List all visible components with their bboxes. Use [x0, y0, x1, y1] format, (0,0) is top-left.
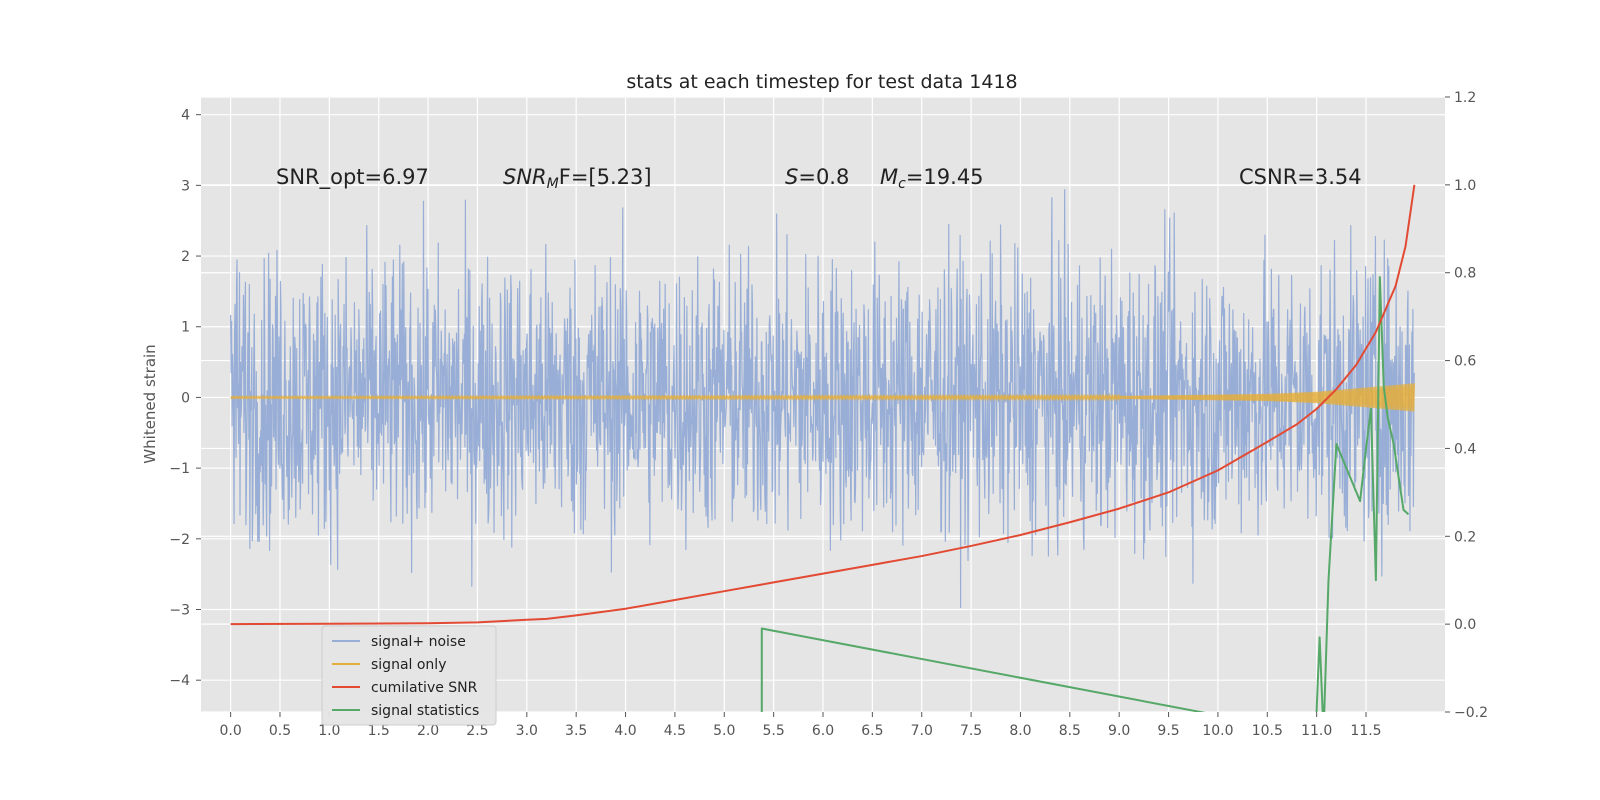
annotation-chirp-mass: Mc=19.45	[880, 165, 984, 192]
x-tick-label: 9.5	[1157, 723, 1179, 739]
y2-tick-label: 1.0	[1454, 178, 1476, 194]
y-tick-label: −4	[169, 673, 190, 689]
y-axis-label: Whitened strain	[141, 344, 159, 463]
y2-tick-label: 0.8	[1454, 266, 1476, 282]
x-tick-label: 8.5	[1059, 723, 1081, 739]
annotations: SNR_opt=6.97 SNRMF=[5.23] S=0.8 Mc=19.45…	[276, 165, 1362, 192]
x-tick-label: 5.0	[713, 723, 735, 739]
x-tick-label: 11.5	[1350, 723, 1381, 739]
y-tick-label: 2	[181, 249, 190, 265]
x-tick-label: 3.0	[516, 723, 538, 739]
x-tick-label: 4.0	[614, 723, 636, 739]
series-signal-noise-line	[230, 189, 1415, 608]
x-tick-label: 11.0	[1301, 723, 1332, 739]
annotation-chirp-mass-value: =19.45	[906, 165, 984, 189]
x-tick-label: 1.5	[368, 723, 390, 739]
x-tick-label: 10.0	[1202, 723, 1233, 739]
legend-entry-cumulative-snr-label: cumilative SNR	[371, 680, 478, 696]
y2-tick-label: 1.2	[1454, 90, 1476, 106]
y-tick-label: −2	[169, 532, 190, 548]
series-cumulative-snr-line	[230, 184, 1416, 626]
annotation-chirp-mass-subscript: c	[898, 176, 906, 192]
annotation-snr-mf-subscript: M	[547, 176, 559, 192]
x-tick-label: 2.5	[466, 723, 488, 739]
y-tick-label: 4	[181, 108, 190, 124]
x-tick-label: 3.5	[565, 723, 587, 739]
y-axis-right: 1.2 1.0 0.8 0.6 0.4 0.2 0.0 −0.2	[1445, 90, 1488, 721]
annotation-chirp-mass-symbol: M	[880, 165, 898, 189]
x-tick-label: 6.5	[861, 723, 883, 739]
x-tick-label: 0.5	[269, 723, 291, 739]
y2-tick-label: 0.6	[1454, 354, 1476, 370]
y-tick-label: 1	[181, 320, 190, 336]
x-tick-label: 8.0	[1009, 723, 1031, 739]
series-signal-only-line	[230, 383, 1415, 412]
x-tick-label: 7.5	[960, 723, 982, 739]
y-tick-label: −1	[169, 461, 190, 477]
legend-entry-signal-statistics-label: signal statistics	[371, 703, 479, 719]
annotation-snr-mf-symbol: SNR	[503, 165, 547, 189]
annotation-snr-opt: SNR_opt=6.97	[276, 165, 429, 190]
y2-tick-label: 0.4	[1454, 441, 1476, 457]
annotation-csnr: CSNR=3.54	[1239, 165, 1362, 189]
x-tick-label: 9.0	[1108, 723, 1130, 739]
x-tick-label: 0.0	[219, 723, 241, 739]
plot-content	[230, 184, 1416, 712]
annotation-s: S=0.8	[785, 165, 849, 189]
x-tick-label: 1.0	[318, 723, 340, 739]
legend: signal+ noise signal only cumilative SNR si…	[321, 625, 497, 726]
annotation-snr-mf: SNRMF=[5.23]	[503, 165, 652, 192]
x-tick-label: 5.5	[763, 723, 785, 739]
x-tick-label: 7.0	[911, 723, 933, 739]
y-tick-label: −3	[169, 603, 190, 619]
x-axis: 0.0 0.5 1.0 1.5 2.0 2.5 3.0 3.5 4.0 4.5 5.0 5.5 6.0 6…	[219, 712, 1382, 739]
annotation-s-symbol: S	[785, 165, 798, 189]
legend-entry-signal-only-label: signal only	[371, 657, 446, 673]
x-tick-label: 10.5	[1252, 723, 1283, 739]
y-axis-left: 4 3 2 1 0 −1 −2 −3 −4	[169, 108, 201, 689]
y-tick-label: 0	[181, 390, 190, 406]
y2-tick-label: 0.2	[1454, 529, 1476, 545]
series-signal-statistics-line	[760, 276, 1410, 712]
y2-tick-label: −0.2	[1454, 705, 1488, 721]
y2-tick-label: 0.0	[1454, 617, 1476, 633]
legend-box	[321, 625, 497, 726]
annotation-s-value: =0.8	[798, 165, 849, 189]
x-tick-label: 2.0	[417, 723, 439, 739]
annotation-snr-mf-value: F=[5.23]	[559, 165, 652, 189]
y-tick-label: 3	[181, 178, 190, 194]
x-tick-label: 6.0	[812, 723, 834, 739]
x-tick-label: 4.5	[664, 723, 686, 739]
chart-title: stats at each timestep for test data 141…	[626, 71, 1017, 93]
legend-entry-signal-noise-label: signal+ noise	[371, 634, 466, 650]
